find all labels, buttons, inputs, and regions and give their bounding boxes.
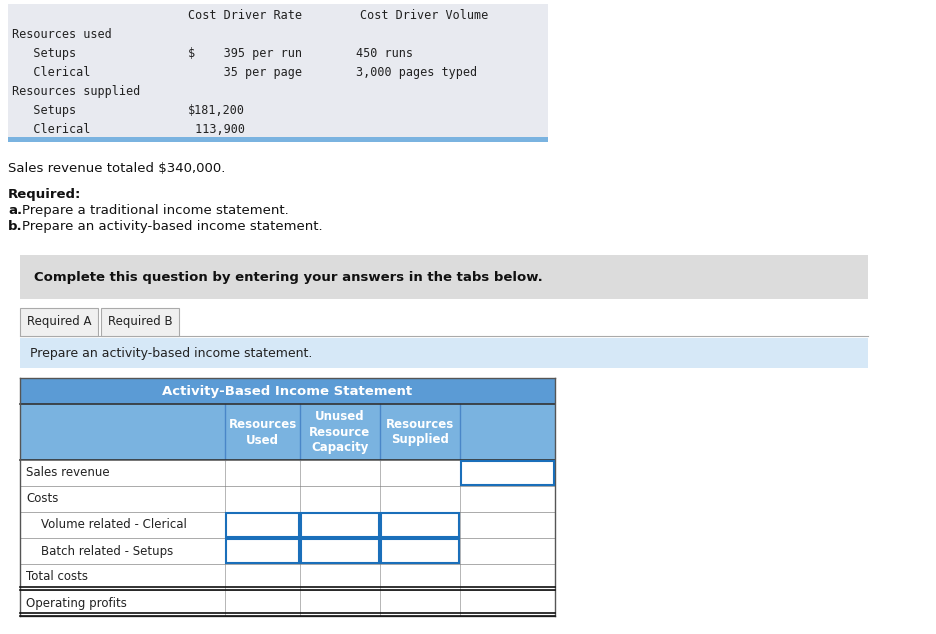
Bar — [8, 4, 548, 137]
Text: Required A: Required A — [59, 321, 66, 322]
Text: Prepare a traditional income statement.: Prepare a traditional income statement. — [22, 204, 288, 217]
Bar — [20, 590, 555, 616]
Text: 113,900: 113,900 — [188, 123, 245, 136]
Text: a.: a. — [8, 204, 22, 217]
Bar — [381, 539, 459, 563]
Bar — [8, 137, 548, 142]
Text: Resources used: Resources used — [12, 28, 111, 41]
Text: Resources supplied: Resources supplied — [12, 85, 140, 98]
Text: Clerical: Clerical — [12, 123, 91, 136]
Text: Cost Driver Rate: Cost Driver Rate — [188, 9, 302, 22]
Text: Complete this question by entering your answers in the tabs below.: Complete this question by entering your … — [34, 271, 543, 283]
Text: 35 per page: 35 per page — [188, 66, 302, 79]
Text: Prepare an activity-based income statement.: Prepare an activity-based income stateme… — [30, 347, 313, 359]
Text: Batch related - Setups: Batch related - Setups — [26, 545, 173, 557]
Bar — [20, 564, 555, 590]
Bar — [20, 308, 98, 336]
Bar — [381, 513, 459, 537]
Bar — [20, 255, 868, 299]
Text: Unused
Resource
Capacity: Unused Resource Capacity — [310, 410, 371, 455]
Bar — [301, 513, 379, 537]
Bar — [20, 512, 555, 538]
Bar — [461, 461, 554, 485]
Text: 3,000 pages typed: 3,000 pages typed — [356, 66, 477, 79]
Text: Resources
Supplied: Resources Supplied — [386, 418, 454, 446]
Text: Volume related - Clerical: Volume related - Clerical — [26, 519, 187, 531]
Bar — [226, 539, 299, 563]
Bar — [101, 308, 179, 336]
Text: Sales revenue totaled $340,000.: Sales revenue totaled $340,000. — [8, 162, 226, 175]
Text: Required:: Required: — [8, 188, 81, 201]
Text: Sales revenue: Sales revenue — [26, 467, 110, 479]
Text: Total costs: Total costs — [26, 571, 88, 583]
Bar — [226, 513, 299, 537]
Text: $181,200: $181,200 — [188, 104, 245, 117]
Text: $    395 per run: $ 395 per run — [188, 47, 302, 60]
Text: Required B: Required B — [108, 316, 172, 328]
Text: 450 runs: 450 runs — [356, 47, 413, 60]
Text: Costs: Costs — [26, 493, 58, 505]
Text: Resources
Used: Resources Used — [228, 418, 297, 446]
Bar — [20, 404, 555, 460]
Bar — [20, 378, 555, 404]
Text: Setups: Setups — [12, 47, 76, 60]
Bar — [20, 460, 555, 486]
Text: Required A: Required A — [27, 316, 91, 328]
Bar — [20, 486, 555, 512]
Bar — [301, 539, 379, 563]
Bar — [20, 538, 555, 564]
Text: Operating profits: Operating profits — [26, 597, 127, 609]
Text: Activity-Based Income Statement: Activity-Based Income Statement — [163, 384, 413, 398]
Text: Prepare an activity-based income statement.: Prepare an activity-based income stateme… — [22, 220, 323, 233]
Text: Setups: Setups — [12, 104, 76, 117]
Bar — [20, 338, 868, 368]
Text: b.: b. — [8, 220, 22, 233]
Text: Clerical: Clerical — [12, 66, 91, 79]
Text: Cost Driver Volume: Cost Driver Volume — [360, 9, 489, 22]
